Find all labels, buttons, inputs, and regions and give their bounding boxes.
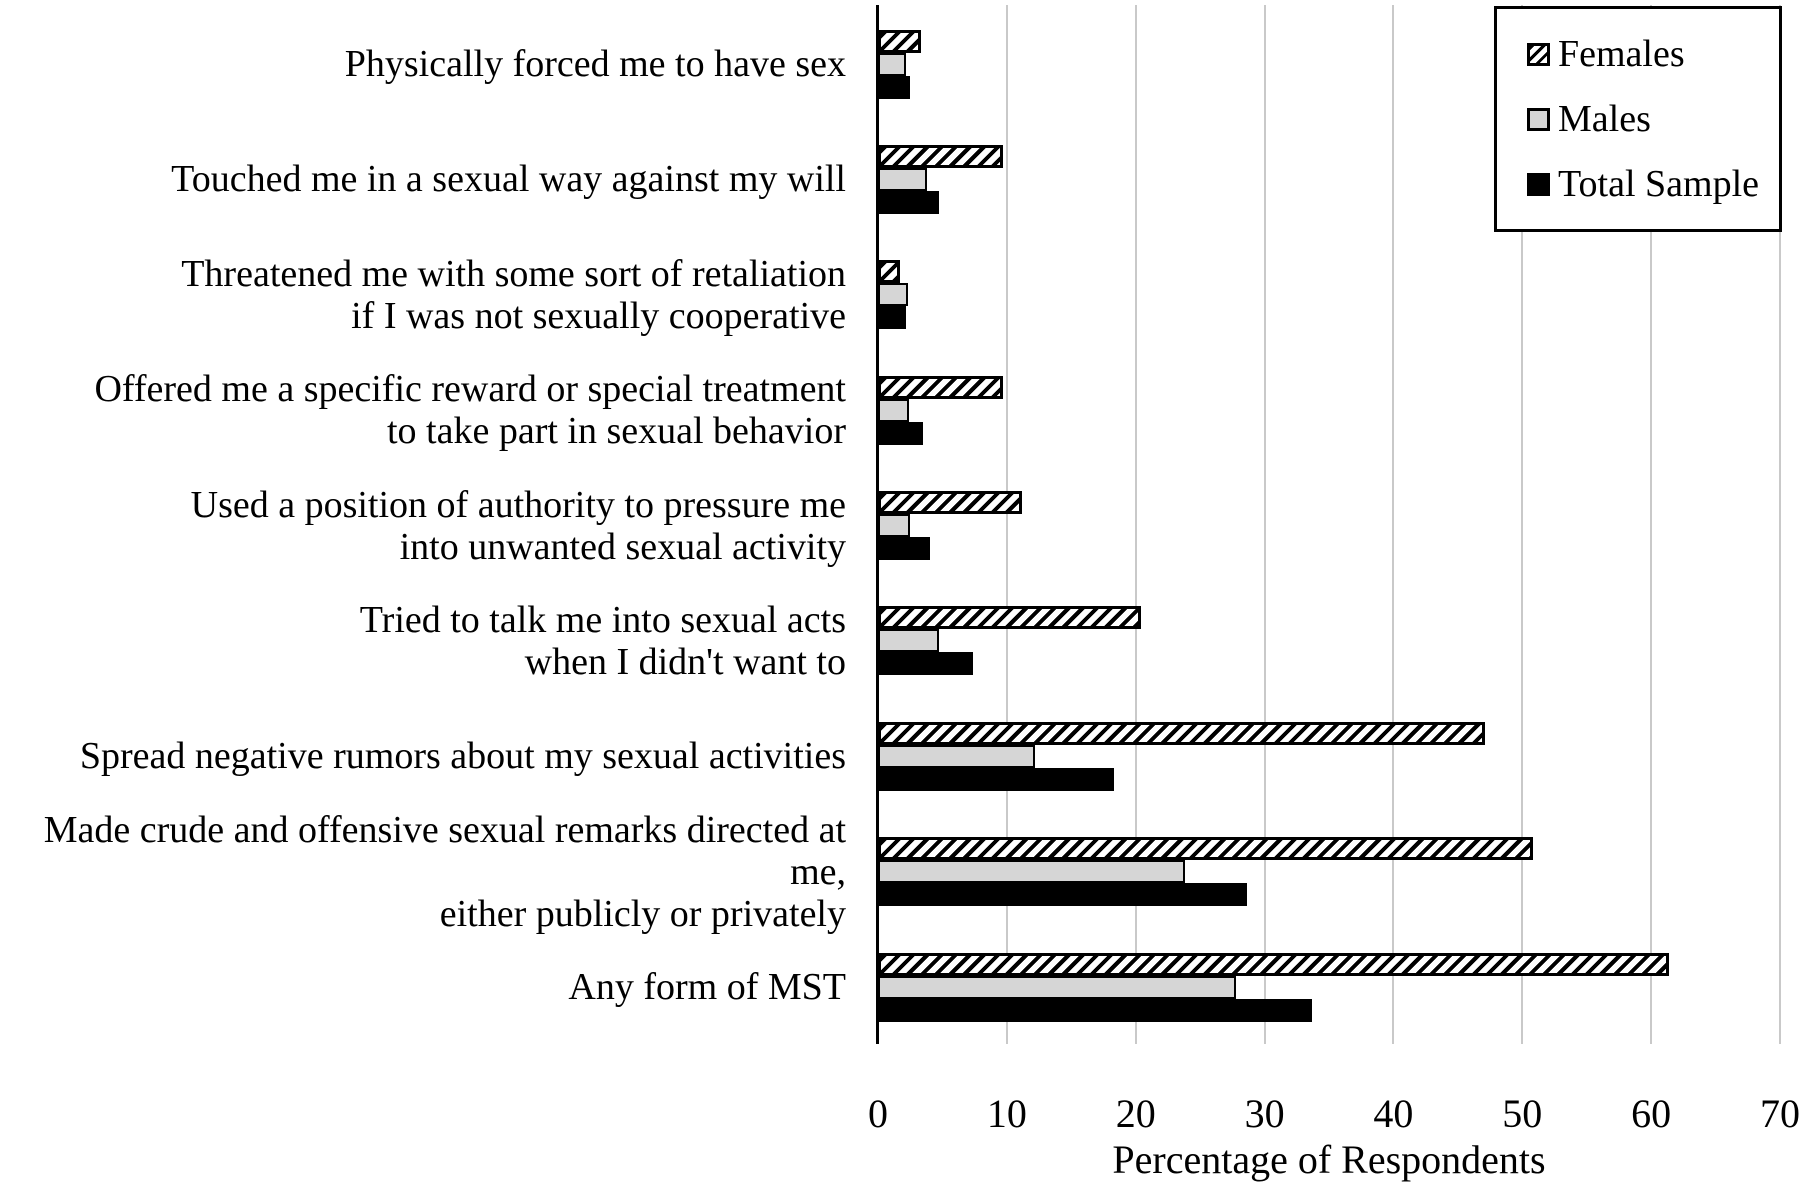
gridline-50	[1521, 5, 1524, 1044]
legend-item-females: Females	[1527, 34, 1779, 74]
x-tick-label-0: 0	[868, 1091, 888, 1136]
legend: Females Males Total Sample	[1494, 6, 1782, 232]
category-axis-line	[876, 5, 879, 1044]
category-label-1: Physically forced me to have sex	[344, 43, 846, 85]
category-label-9: Any form of MST	[568, 966, 846, 1008]
legend-item-total-sample: Total Sample	[1527, 164, 1779, 204]
legend-label-males: Males	[1558, 98, 1651, 140]
females-hatch-swatch-icon	[1527, 42, 1550, 66]
gridline-40	[1392, 5, 1395, 1044]
category-label-2: Touched me in a sexual way against my wi…	[171, 158, 846, 201]
bar-females-cat2	[878, 144, 1003, 168]
x-tick-label-10: 10	[986, 1091, 1027, 1136]
bar-males-cat6	[878, 629, 939, 653]
bar-females-cat5	[878, 491, 1023, 514]
gridline-60	[1650, 5, 1653, 1044]
bar-males-cat2	[878, 167, 927, 191]
gridline-70	[1779, 5, 1781, 1044]
gridline-20	[1134, 5, 1137, 1044]
bar-males-cat9	[878, 975, 1237, 999]
category-label-7: Spread negative rumors about my sexual a…	[79, 735, 846, 778]
category-label-4: Offered me a specific reward or special …	[94, 368, 846, 453]
bar-total-cat1	[878, 75, 911, 99]
category-label-5: Used a position of authority to pressure…	[190, 483, 846, 568]
x-tick-label-50: 50	[1502, 1091, 1543, 1136]
x-tick-label-40: 40	[1373, 1091, 1414, 1136]
gridline-10	[1005, 5, 1008, 1044]
legend-label-total-sample: Total Sample	[1558, 163, 1760, 205]
bar-total-cat2	[878, 190, 939, 214]
gridline-30	[1263, 5, 1266, 1044]
x-tick-label-30: 30	[1244, 1091, 1285, 1136]
legend-item-males: Males	[1527, 99, 1779, 139]
total-sample-black-swatch-icon	[1527, 172, 1550, 196]
bar-total-cat3	[878, 306, 907, 330]
bar-males-cat5	[878, 514, 911, 537]
category-label-6: Tried to talk me into sexual acts when I…	[359, 598, 846, 683]
bar-total-cat9	[878, 998, 1313, 1022]
bar-males-cat4	[878, 398, 909, 422]
legend-label-females: Females	[1558, 33, 1685, 75]
x-axis-title: Percentage of Respondents	[1112, 1137, 1546, 1182]
bar-females-cat6	[878, 606, 1141, 630]
males-gray-swatch-icon	[1527, 107, 1550, 131]
bar-total-cat5	[878, 537, 930, 560]
bar-total-cat4	[878, 421, 924, 445]
bar-males-cat3	[878, 283, 908, 307]
bar-females-cat1	[878, 29, 921, 53]
bar-females-cat3	[878, 260, 900, 284]
bar-total-cat7	[878, 767, 1114, 791]
bar-females-cat4	[878, 375, 1003, 399]
x-tick-label-70: 70	[1760, 1091, 1800, 1136]
x-tick-label-60: 60	[1631, 1091, 1672, 1136]
x-tick-label-20: 20	[1115, 1091, 1156, 1136]
category-label-8: Made crude and offensive sexual remarks …	[43, 808, 846, 935]
bar-females-cat7	[878, 721, 1485, 745]
bar-total-cat6	[878, 652, 974, 676]
bar-males-cat8	[878, 860, 1185, 884]
bar-females-cat9	[878, 952, 1670, 976]
bar-males-cat7	[878, 744, 1036, 768]
bar-females-cat8	[878, 837, 1533, 861]
category-label-3: Threatened me with some sort of retaliat…	[181, 252, 846, 337]
bar-total-cat8	[878, 883, 1247, 907]
bar-males-cat1	[878, 52, 907, 76]
